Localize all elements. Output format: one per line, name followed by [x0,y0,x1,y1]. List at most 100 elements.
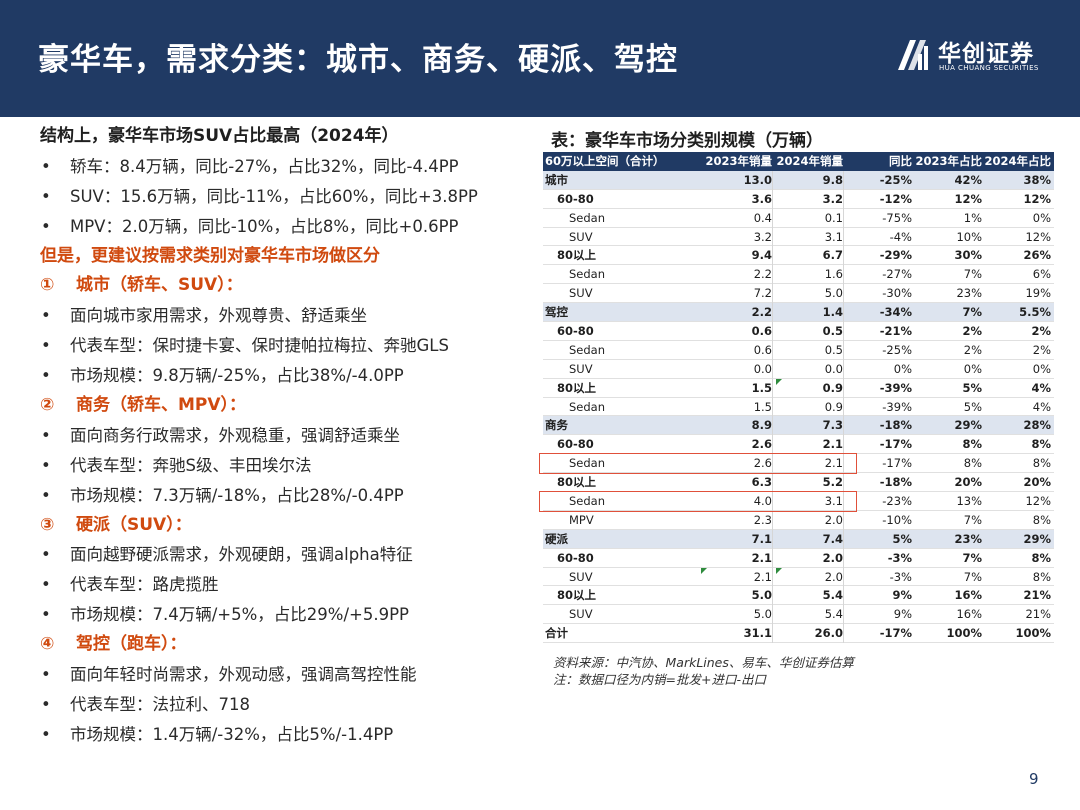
category-bullet: • 代表车型：奔驰S级、丰田埃尔法 [41,455,312,475]
table-cell: 0.0 [824,361,843,376]
table-cell: 19% [1025,286,1051,301]
section-heading: 结构上，豪华车市场SUV占比最高（2024年） [40,126,399,146]
row-label-cell: SUV [569,569,593,584]
row-label-cell: 80以上 [557,248,597,263]
source-note: 资料来源：中汽协、MarkLines、易车、华创证券估算 注：数据口径为内销=批… [553,654,854,688]
table-cell: 5% [963,399,982,414]
table-cell: 0.9 [822,380,843,395]
logo-text-cn: 华创证券 [938,41,1034,67]
category-bullet: • 面向越野硬派需求，外观硬朗，强调alpha特征 [41,545,413,565]
table-row: SUV 3.2 3.1 -4% 10% 12% [543,228,1054,247]
table-cell: 2.6 [753,456,772,471]
row-label-cell: SUV [569,229,593,244]
row-label-cell: 60-80 [557,550,594,565]
table-row: 60-80 2.1 2.0 -3% 7% 8% [543,549,1054,568]
table-cell: -21% [879,324,912,339]
category-bullet: • 面向城市家用需求，外观尊贵、舒适乘坐 [41,306,367,326]
source-line: 资料来源：中汽协、MarkLines、易车、华创证券估算 [553,655,854,670]
page-number: 9 [1029,770,1039,788]
table-cell: 7% [962,305,982,320]
table-row: MPV 2.3 2.0 -10% 7% 8% [543,511,1054,530]
header-cell: 2023年销量 [705,154,772,168]
table-cell: 13% [956,494,982,509]
column-divider [843,171,844,643]
table-cell: 29% [954,418,982,433]
table-cell: 9.8 [822,172,843,187]
table-cell: 21% [1023,588,1051,603]
table-cell: 2% [1031,324,1051,339]
table-body: 城市 13.0 9.8 -25% 42% 38% 60-80 3.6 3.2 -12% 12% 12%… [543,170,1054,644]
table-row: 合计 31.1 26.0 -17% 100% 100% [543,624,1054,644]
table-cell: 8% [962,437,982,452]
table-cell: -27% [882,267,912,282]
table-cell: 0.9 [824,399,843,414]
cell-comment-marker [776,568,782,574]
table-cell: 2% [962,324,982,339]
row-label-cell: SUV [569,286,593,301]
table-cell: 0.5 [822,324,843,339]
logo-text-en: HUA CHUANG SECURITIES [939,64,1039,72]
table-cell: -34% [879,305,912,320]
table-row: 驾控 2.2 1.4 -34% 7% 5.5% [543,303,1054,323]
table-cell: 1% [963,210,982,225]
table-cell: 20% [954,475,982,490]
note-line: 注：数据口径为内销=批发+进口-出口 [553,672,766,687]
table-cell: 7.1 [751,531,772,546]
table-row: Sedan 2.2 1.6 -27% 7% 6% [543,265,1054,285]
table-row: 60-80 0.6 0.5 -21% 2% 2% [543,322,1054,341]
highlight-box [539,453,857,474]
table-cell: 9% [892,588,912,603]
table-cell: 6.7 [822,248,843,263]
table-row: Sedan 0.4 0.1 -75% 1% 0% [543,209,1054,228]
table-cell: 2.1 [753,569,772,584]
column-divider [772,171,773,643]
table-cell: 12% [1025,494,1051,509]
row-label-cell: 60-80 [557,324,594,339]
table-cell: -17% [879,437,912,452]
table-cell: 8% [1031,550,1051,565]
table-cell: 5.0 [751,588,772,603]
table-cell: 2.2 [753,267,772,282]
table-cell: 2.2 [751,305,772,320]
table-cell: -12% [879,191,912,206]
table-cell: -4% [889,229,912,244]
hc-logo-mark-icon [898,40,928,70]
table-cell: 4.0 [753,494,772,509]
category-heading: ① 城市（轿车、SUV）： [40,275,243,296]
row-label-cell: SUV [569,361,593,376]
table-cell: 100% [1015,626,1051,641]
category-bullet: • 面向商务行政需求，外观稳重，强调舒适乘坐 [41,425,400,445]
table-cell: 5.4 [822,588,843,603]
emphasis-line: 但是，更建议按需求类别对豪华车市场做区分 [40,245,380,266]
table-header-row: 60万以上空间（合计） 2023年销量 2024年销量 同比 2023年占比 2… [543,152,1054,171]
category-heading: ③ 硬派（SUV）： [40,514,192,535]
table-cell: 20% [1023,475,1051,490]
table-cell: 6% [1032,267,1051,282]
table-cell: 16% [956,607,982,622]
table-cell: 0% [1032,210,1051,225]
table-cell: 7% [963,512,982,527]
table-cell: 9% [893,607,912,622]
category-bullet: • 市场规模：9.8万辆/-25%，占比38%/-4.0PP [41,366,404,386]
row-label-cell: Sedan [569,456,606,471]
row-label-cell: Sedan [569,494,606,509]
table-cell: 6.3 [751,475,772,490]
table-cell: -39% [882,399,912,414]
table-cell: 2.1 [824,456,843,471]
category-bullet: • 市场规模：7.4万辆/+5%，占比29%/+5.9PP [41,605,409,625]
table-cell: 4% [1031,380,1051,395]
table-cell: 0% [893,361,912,376]
row-label-cell: 驾控 [545,305,568,320]
table-cell: 1.4 [822,305,843,320]
table-cell: 2% [1032,342,1051,357]
table-cell: 5.0 [824,286,843,301]
table-cell: 8% [1032,456,1051,471]
table-row: Sedan 0.6 0.5 -25% 2% 2% [543,341,1054,360]
row-label-cell: 硬派 [545,531,568,546]
stat-line: • MPV：2.0万辆，同比-10%，占比8%，同比+0.6PP [41,216,459,236]
page-title: 豪华车，需求分类：城市、商务、硬派、驾控 [38,42,678,78]
table-cell: -29% [879,248,912,263]
table-row: 80以上 9.4 6.7 -29% 30% 26% [543,246,1054,266]
table-cell: 42% [954,172,982,187]
table-cell: 31.1 [743,626,772,641]
